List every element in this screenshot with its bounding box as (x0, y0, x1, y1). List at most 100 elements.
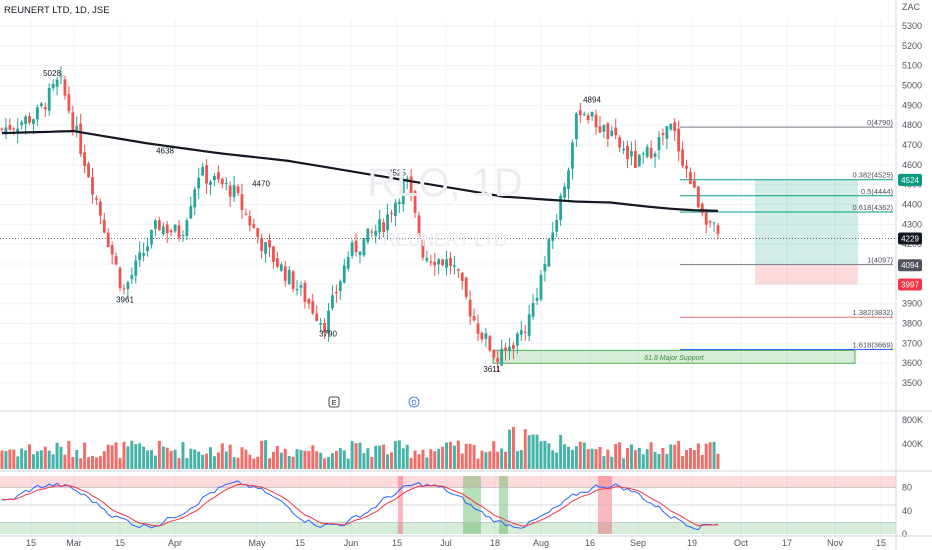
volume-bar (330, 453, 334, 469)
volume-bar (362, 453, 366, 469)
volume-bar (291, 456, 295, 469)
candle-body (75, 125, 79, 132)
candle-body (32, 119, 35, 125)
candle-body (696, 186, 700, 208)
candle-body (496, 358, 500, 363)
volume-bar (500, 448, 504, 469)
candle-body (24, 116, 28, 124)
candle-body (98, 201, 102, 216)
volume-bar (142, 446, 146, 469)
candle-body (79, 123, 83, 154)
volume-bar (622, 458, 626, 469)
candle-body (47, 87, 51, 111)
fib-label: 1(4097) (867, 256, 893, 265)
time-tick-label: Sep (630, 538, 646, 548)
volume-bar (590, 448, 594, 469)
candle-body (488, 336, 492, 351)
candle-body (279, 264, 283, 271)
time-tick-label: 18 (490, 538, 500, 548)
volume-bar (429, 449, 433, 469)
volume-bar (130, 440, 134, 469)
candle-body (559, 195, 563, 221)
volume-bar (299, 450, 303, 469)
candle-body (456, 269, 460, 271)
volume-bar (287, 456, 291, 469)
volume-bar (389, 452, 393, 469)
fib-label: 0(4790) (867, 118, 893, 127)
volume-bar (94, 457, 98, 469)
candle-body (429, 261, 433, 263)
candle-body (20, 122, 24, 125)
volume-bar (606, 449, 610, 469)
volume-bar (283, 448, 287, 469)
volume-bar (618, 442, 622, 469)
volume-bar (448, 441, 452, 469)
volume-bar (657, 454, 661, 469)
oscillator-tick-label: 40 (902, 506, 912, 516)
price-tick-label: 4900 (902, 100, 922, 110)
candle-body (299, 285, 303, 288)
volume-bar (382, 444, 386, 469)
candle-body (378, 219, 382, 233)
volume-bar (378, 445, 382, 469)
candle-body (614, 127, 618, 136)
candle-body (417, 215, 421, 237)
candle-body (531, 302, 535, 317)
candle-body (146, 246, 149, 252)
volume-bar (35, 451, 39, 469)
candle-body (291, 271, 295, 289)
candle-body (539, 274, 543, 300)
event-marker-dividend[interactable]: D (408, 396, 420, 408)
volume-bar (24, 450, 28, 469)
time-tick-label: Apr (168, 538, 182, 548)
time-tick-label: 15 (392, 538, 402, 548)
candle-body (342, 265, 346, 283)
candle-body (36, 107, 39, 120)
volume-bar (220, 443, 224, 469)
volume-bar (51, 454, 55, 469)
candle-body (362, 238, 366, 256)
swing-price-label: 4470 (252, 180, 270, 189)
volume-bar (519, 450, 523, 469)
volume-bar (386, 454, 390, 469)
volume-bar (189, 448, 193, 469)
candle-body (334, 292, 338, 294)
volume-bar (413, 450, 417, 469)
candle-body (55, 79, 59, 87)
volume-bar (653, 451, 657, 469)
volume-bar (248, 454, 252, 469)
volume-bar (146, 450, 150, 469)
volume-bar (551, 450, 555, 469)
swing-price-label: 5028 (43, 69, 61, 78)
volume-bar (704, 443, 708, 469)
candle-body (626, 146, 629, 160)
volume-bar (264, 440, 268, 469)
volume-bar (98, 456, 102, 469)
volume-bar (669, 444, 673, 469)
event-marker-earnings[interactable]: E (328, 396, 340, 408)
volume-bar (559, 434, 563, 469)
volume-bar (366, 448, 370, 469)
swing-price-label: 3611 (483, 365, 501, 374)
candle-body (87, 163, 90, 178)
oversold-band (0, 522, 896, 534)
volume-bar (543, 440, 547, 469)
volume-bar (712, 441, 716, 469)
candle-body (134, 260, 138, 276)
candle-body (216, 172, 220, 180)
candle-body (106, 232, 110, 248)
candle-body (338, 281, 342, 292)
volume-bar (488, 451, 492, 469)
candle-body (661, 133, 665, 136)
candle-body (574, 113, 578, 140)
candle-body (83, 152, 87, 167)
candle-body (445, 259, 448, 268)
time-tick-label: Jul (440, 538, 452, 548)
candle-body (114, 256, 118, 265)
candle-body (95, 198, 98, 200)
volume-bar (323, 458, 327, 469)
volume-bar (496, 451, 500, 469)
candle-body (484, 333, 488, 339)
volume-bar (610, 456, 614, 469)
candle-body (665, 126, 669, 139)
